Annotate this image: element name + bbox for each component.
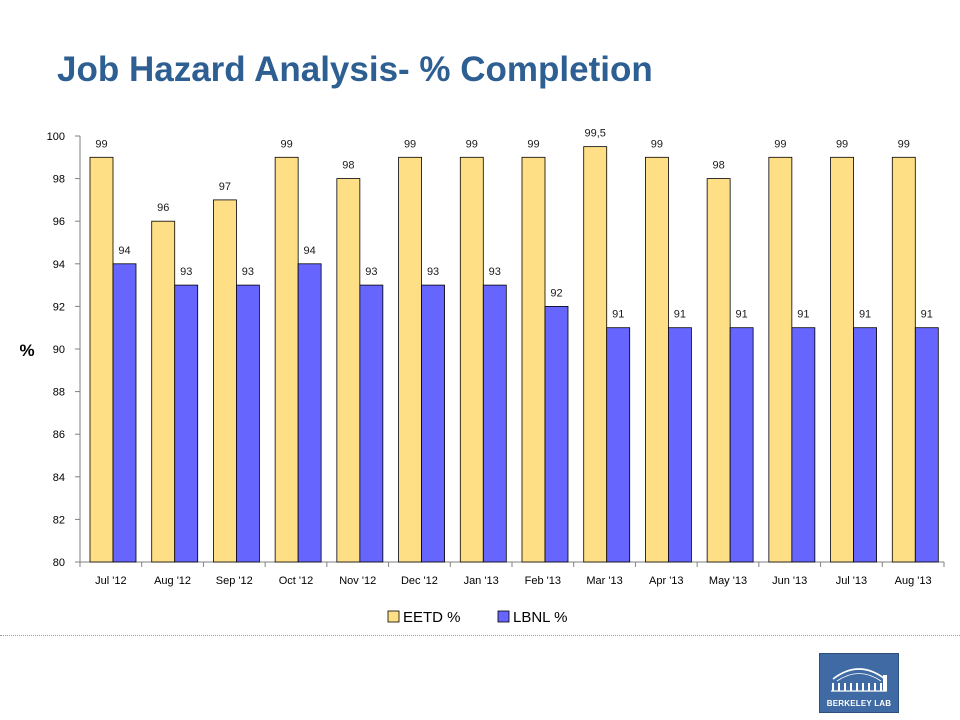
- y-tick-label: 80: [53, 557, 65, 569]
- data-label: 99: [466, 138, 478, 150]
- y-tick-label: 96: [53, 216, 65, 228]
- x-tick-label: Apr '13: [649, 575, 684, 587]
- bar-eetd: [706, 178, 731, 563]
- bar-eetd: [521, 156, 546, 563]
- data-label: 93: [365, 266, 377, 278]
- bar-eetd: [398, 156, 422, 563]
- data-label: 99: [898, 138, 910, 150]
- y-tick-label: 84: [53, 472, 65, 484]
- y-axis-label: %: [19, 341, 34, 360]
- data-label: 96: [157, 202, 169, 214]
- data-label: 99: [281, 138, 293, 150]
- bar-eetd: [830, 156, 854, 563]
- bar-lbnl: [236, 284, 260, 563]
- legend-swatch: [387, 610, 400, 623]
- y-tick-label: 90: [53, 344, 65, 356]
- data-label: 93: [180, 266, 192, 278]
- x-tick-label: Nov '12: [339, 575, 376, 587]
- data-label: 99: [651, 138, 663, 150]
- bar-lbnl: [421, 284, 445, 563]
- x-tick-label: May '13: [709, 575, 747, 587]
- y-tick-label: 94: [53, 259, 65, 271]
- legend-label: LBNL %: [513, 609, 567, 626]
- data-label: 94: [304, 245, 316, 257]
- x-tick-label: Jun '13: [772, 575, 807, 587]
- footer-divider: [0, 635, 960, 636]
- data-label: 99: [95, 138, 107, 150]
- x-tick-label: Feb '13: [525, 575, 561, 587]
- bar-lbnl: [606, 327, 631, 563]
- bar-eetd: [213, 199, 237, 563]
- data-label: 99: [836, 138, 848, 150]
- x-tick-label: Mar '13: [586, 575, 622, 587]
- bar-lbnl: [853, 327, 877, 563]
- bar-lbnl: [544, 305, 569, 563]
- data-label: 94: [118, 245, 130, 257]
- bar-lbnl: [729, 327, 754, 563]
- bar-lbnl: [297, 263, 322, 563]
- data-label: 91: [921, 309, 933, 321]
- data-label: 99: [527, 138, 539, 150]
- data-label: 93: [489, 266, 501, 278]
- legend-swatch: [497, 610, 510, 623]
- y-tick-label: 100: [47, 131, 65, 143]
- bar-lbnl: [791, 327, 816, 563]
- bar-lbnl: [914, 327, 939, 563]
- x-tick-label: Sep '12: [216, 575, 253, 587]
- bar-eetd: [645, 156, 669, 563]
- data-label: 93: [242, 266, 254, 278]
- berkeley-lab-emblem-icon: [831, 668, 887, 692]
- bar-lbnl: [668, 327, 692, 563]
- data-label: 92: [550, 287, 562, 299]
- y-tick-label: 92: [53, 301, 65, 313]
- bar-lbnl: [482, 284, 507, 563]
- data-label: 99,5: [585, 128, 606, 140]
- x-tick-label: Jan '13: [464, 575, 499, 587]
- bar-eetd: [891, 156, 916, 563]
- bar-eetd: [274, 156, 299, 563]
- bar-lbnl: [359, 284, 384, 563]
- bar-eetd: [89, 156, 114, 563]
- bar-chart: 80 82 84 86 88 90 92 94 96 98 100% 99 96 97 99 98 99 99 99…: [19, 128, 945, 626]
- data-label: 99: [404, 138, 416, 150]
- berkeley-lab-logo: BERKELEY LAB: [819, 653, 899, 713]
- data-label: 98: [342, 160, 354, 172]
- slide-title: Job Hazard Analysis- % Completion: [57, 50, 653, 89]
- data-label: 91: [674, 309, 686, 321]
- data-label: 97: [219, 181, 231, 193]
- bar-eetd: [583, 146, 608, 563]
- y-tick-label: 86: [53, 429, 65, 441]
- bar-lbnl: [112, 263, 137, 563]
- y-tick-label: 82: [53, 514, 65, 526]
- bar-eetd: [459, 156, 484, 563]
- data-label: 98: [713, 160, 725, 172]
- data-label: 91: [797, 309, 809, 321]
- bar-eetd: [768, 156, 793, 563]
- bar-lbnl: [174, 284, 199, 563]
- x-tick-label: Oct '12: [279, 575, 314, 587]
- data-label: 99: [774, 138, 786, 150]
- legend-label: EETD %: [403, 609, 461, 626]
- logo-text: BERKELEY LAB: [826, 699, 892, 708]
- x-tick-label: Jul '13: [836, 575, 867, 587]
- data-label: 93: [427, 266, 439, 278]
- data-label: 91: [736, 309, 748, 321]
- x-tick-label: Jul '12: [95, 575, 126, 587]
- y-tick-label: 88: [53, 387, 65, 399]
- y-tick-label: 98: [53, 174, 65, 186]
- x-tick-label: Aug '13: [895, 575, 932, 587]
- x-tick-label: Aug '12: [154, 575, 191, 587]
- bar-eetd: [151, 220, 176, 563]
- data-label: 91: [859, 309, 871, 321]
- bar-eetd: [336, 178, 361, 563]
- data-label: 91: [612, 309, 624, 321]
- x-tick-label: Dec '12: [401, 575, 438, 587]
